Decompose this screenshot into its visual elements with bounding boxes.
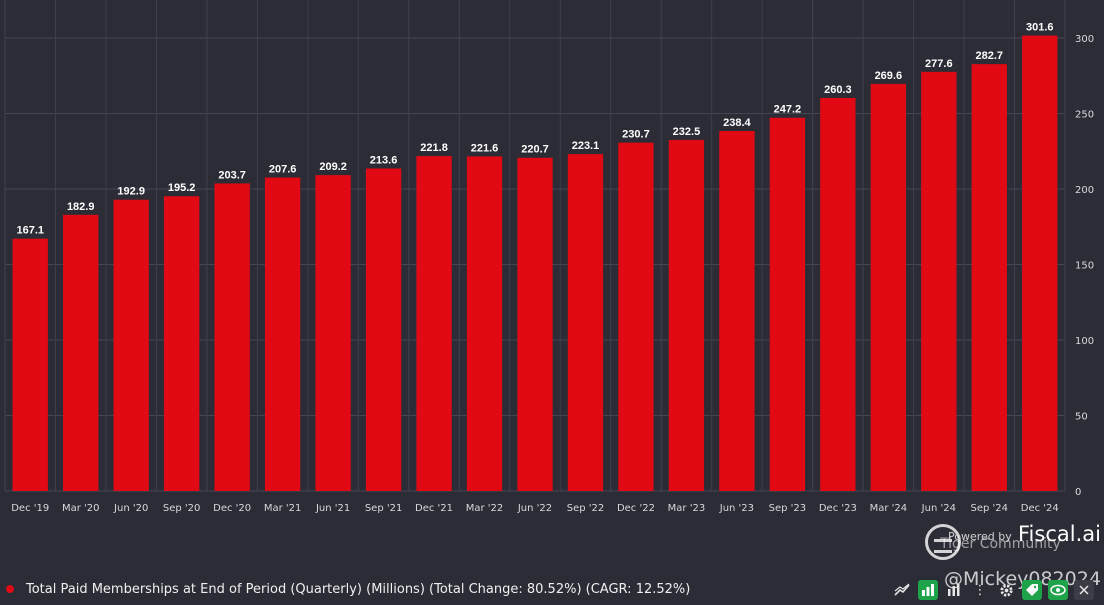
bar-value-label: 203.7	[218, 169, 246, 181]
close-icon[interactable]	[1074, 580, 1094, 600]
bar-value-label: 221.6	[471, 142, 499, 154]
x-tick-label: Jun '22	[517, 503, 552, 514]
bar-value-label: 195.2	[168, 182, 196, 194]
x-tick-label: Jun '24	[921, 503, 956, 514]
tag-icon[interactable]	[1022, 580, 1042, 600]
y-tick-label: 300	[1075, 34, 1094, 45]
bar-value-label: 167.1	[16, 225, 44, 237]
x-tick-label: Dec '19	[11, 503, 49, 514]
x-tick-label: Dec '22	[617, 503, 655, 514]
bar[interactable]	[113, 199, 149, 491]
x-tick-label: Mar '20	[62, 503, 100, 514]
x-tick-label: Sep '23	[769, 503, 807, 514]
bar[interactable]	[567, 154, 604, 491]
y-tick-label: 250	[1075, 110, 1094, 121]
bar[interactable]	[517, 157, 553, 492]
x-tick-label: Sep '21	[365, 503, 403, 514]
y-tick-label: 100	[1075, 336, 1094, 347]
bar[interactable]	[921, 71, 957, 491]
trend-lines-icon[interactable]	[892, 580, 912, 600]
table-icon[interactable]	[944, 580, 964, 600]
bar-value-label: 247.2	[774, 104, 802, 116]
bar[interactable]	[668, 139, 705, 492]
y-tick-label: 200	[1075, 185, 1094, 196]
bar-value-label: 223.1	[572, 140, 600, 152]
bar-value-label: 277.6	[925, 58, 953, 70]
bar[interactable]	[870, 83, 906, 492]
bar-value-label: 232.5	[673, 126, 701, 138]
legend-marker	[6, 585, 14, 593]
powered-by-label: Powered by	[948, 530, 1012, 543]
bar[interactable]	[466, 156, 503, 491]
bar[interactable]	[820, 97, 856, 492]
y-tick-label: 0	[1075, 487, 1081, 498]
bar-value-label: 192.9	[117, 186, 145, 198]
x-tick-label: Mar '21	[264, 503, 302, 514]
tiger-logo-icon	[925, 524, 961, 560]
bar-value-label: 182.9	[67, 201, 95, 213]
y-tick-label: 50	[1075, 412, 1088, 423]
more-icon[interactable]: ⋮	[973, 582, 987, 597]
y-tick-label: 150	[1075, 261, 1094, 272]
bar-chart-icon[interactable]	[918, 580, 938, 600]
brand-logo[interactable]: Fiscal.ai	[1018, 522, 1101, 546]
x-axis-ticks: Dec '19 Mar '20 Jun '20 Sep '20 Dec '20 Mar '…	[11, 503, 1059, 514]
x-tick-label: Dec '20	[213, 503, 251, 514]
bar-value-label: 269.6	[875, 70, 903, 82]
bar[interactable]	[719, 131, 755, 492]
legend[interactable]: Total Paid Memberships at End of Period …	[6, 579, 690, 599]
chart-toolbar: ⋮	[892, 579, 1094, 601]
bar[interactable]	[164, 196, 200, 492]
bars-group	[12, 35, 1058, 492]
bar[interactable]	[214, 183, 250, 491]
bar[interactable]	[63, 214, 99, 492]
bar-value-label: 238.4	[723, 117, 751, 129]
bar[interactable]	[264, 177, 301, 492]
x-tick-label: Jun '23	[719, 503, 754, 514]
x-tick-label: Mar '22	[466, 503, 504, 514]
x-tick-label: Jun '21	[315, 503, 350, 514]
eye-icon[interactable]	[1048, 580, 1068, 600]
bar[interactable]	[971, 64, 1007, 492]
settings-icon[interactable]	[996, 580, 1016, 600]
x-tick-label: Mar '23	[668, 503, 706, 514]
legend-label: Total Paid Memberships at End of Period …	[26, 581, 691, 597]
x-tick-label: Sep '22	[567, 503, 605, 514]
bar-value-label: 220.7	[521, 144, 549, 156]
bar[interactable]	[1022, 35, 1058, 492]
bar[interactable]	[416, 156, 452, 491]
bar-value-label: 230.7	[622, 129, 650, 141]
bar[interactable]	[769, 117, 806, 491]
overlay-text: Tiger Community	[940, 536, 1061, 552]
bar[interactable]	[12, 238, 48, 491]
bar-value-label: 221.8	[420, 142, 448, 154]
bar-value-label: 213.6	[370, 154, 398, 166]
bar[interactable]	[365, 168, 402, 492]
bar[interactable]	[315, 175, 351, 491]
bar-value-label: 209.2	[319, 161, 347, 173]
bar-value-label: 282.7	[976, 50, 1004, 62]
x-tick-label: Mar '24	[870, 503, 908, 514]
x-tick-label: Jun '20	[113, 503, 148, 514]
x-tick-label: Dec '24	[1021, 503, 1059, 514]
x-tick-label: Sep '20	[163, 503, 201, 514]
x-tick-label: Dec '21	[415, 503, 453, 514]
bar-labels-group: 167.1 182.9 192.9 195.2 203.7 207.6 209.2 213.6…	[16, 22, 1053, 237]
x-tick-label: Sep '24	[971, 503, 1009, 514]
x-tick-label: Dec '23	[819, 503, 857, 514]
bar-value-label: 301.6	[1026, 22, 1054, 34]
bar[interactable]	[618, 142, 654, 491]
y-axis-ticks: 0 50 100 150 200 250 300	[1075, 34, 1094, 498]
bar-value-label: 207.6	[269, 164, 297, 176]
bar-value-label: 260.3	[824, 84, 852, 96]
grid-lines	[4, 0, 1066, 492]
bar-chart: 167.1 182.9 192.9 195.2 203.7 207.6 209.2 213.6…	[4, 0, 1094, 514]
